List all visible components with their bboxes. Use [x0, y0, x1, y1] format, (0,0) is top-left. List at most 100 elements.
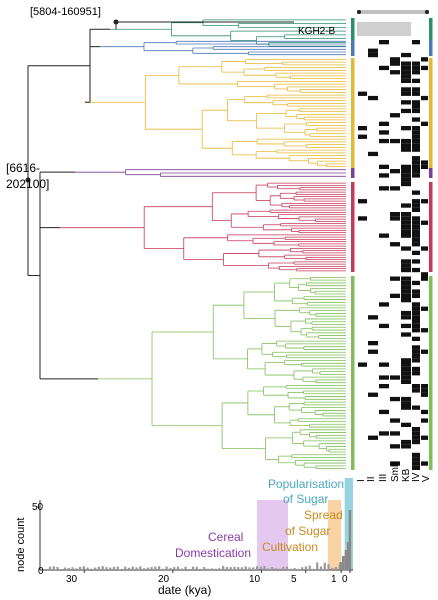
matrix-cell: [421, 95, 428, 101]
clade-bar-right-3: [429, 168, 433, 178]
node-count-histogram: [37, 478, 353, 573]
hist-bar: [274, 568, 277, 570]
clade-bar-1: [351, 40, 355, 56]
matrix-cell: [412, 160, 420, 165]
cereal-label-2: Domestication: [175, 546, 251, 560]
hist-bar: [165, 566, 168, 570]
matrix-cell: [390, 138, 400, 144]
hist-bar: [52, 566, 55, 570]
tree-clade-2: [85, 58, 346, 168]
clade-bar-right-2: [429, 58, 433, 168]
matrix-grey-block: [357, 22, 411, 36]
hist-bar: [263, 566, 266, 570]
hist-bar: [67, 567, 70, 570]
hist-bar: [109, 567, 112, 570]
matrix-cell: [401, 263, 411, 268]
hist-bar: [344, 550, 348, 570]
matrix-cell: [401, 65, 411, 71]
hist-bar: [48, 566, 52, 570]
cereal-period: [257, 500, 288, 570]
hist-bar: [206, 568, 210, 570]
matrix-cell: [368, 52, 378, 58]
hist-bar: [278, 568, 281, 570]
matrix-cell: [401, 310, 411, 316]
matrix-cell: [368, 95, 378, 101]
matrix-cell: [412, 164, 420, 169]
matrix-cell: [379, 302, 389, 307]
hist-bar: [78, 566, 82, 570]
matrix-cell: [412, 156, 420, 161]
matrix-cell: [401, 298, 411, 303]
hist-bar: [180, 568, 183, 570]
matrix-cell: [358, 199, 367, 204]
matrix-cell: [390, 375, 400, 380]
matrix-cell: [401, 293, 411, 298]
hist-bar: [334, 566, 338, 570]
matrix-cell: [358, 216, 367, 221]
matrix-cell: [379, 164, 389, 169]
hist-bar: [97, 566, 100, 570]
matrix-cell: [368, 48, 378, 53]
leaf-label: KGH2-B: [298, 26, 336, 37]
hist-bar: [252, 567, 255, 570]
matrix-cell: [401, 126, 411, 131]
hist-bar: [188, 568, 191, 570]
hist-bar: [71, 567, 74, 570]
matrix-cell: [421, 328, 428, 333]
matrix-cell: [412, 366, 420, 372]
matrix-cell: [412, 405, 420, 410]
matrix-cell: [412, 280, 420, 286]
matrix-cell: [390, 216, 400, 221]
hist-bar: [56, 567, 59, 570]
matrix-cell: [421, 461, 428, 466]
matrix-cell: [421, 121, 428, 126]
matrix-cell: [401, 362, 411, 367]
matrix-cell: [412, 293, 420, 298]
hist-bar: [244, 566, 247, 570]
clade-bar-right-4: [429, 182, 433, 272]
matrix-cell: [401, 147, 411, 152]
matrix-cell: [390, 70, 400, 75]
matrix-cell: [379, 40, 389, 45]
hist-bar: [94, 567, 97, 570]
root-node-marker: [25, 177, 31, 183]
hist-bar: [131, 566, 134, 570]
sugar-pop-label-2: of Sugar: [283, 492, 328, 506]
matrix-cell: [401, 216, 411, 221]
sugar-pop-label-1: Popularisation: [268, 477, 344, 491]
matrix-cell: [412, 349, 420, 354]
matrix-cell: [401, 315, 411, 320]
matrix-cell: [368, 392, 378, 397]
matrix-cell: [412, 233, 420, 238]
hist-bar: [90, 568, 93, 570]
column-label-iii: III: [378, 474, 389, 482]
matrix-cell: [412, 229, 420, 234]
matrix-cell: [421, 199, 428, 204]
hist-bar: [259, 566, 262, 570]
hist-bar: [240, 567, 244, 570]
matrix-cell: [379, 186, 389, 191]
matrix-cell: [412, 190, 420, 195]
hist-bar: [176, 566, 180, 570]
hist-bar: [225, 567, 228, 570]
matrix-header-dot-left: [357, 10, 361, 14]
hist-bar: [316, 562, 319, 570]
matrix-cell: [412, 452, 420, 458]
matrix-cell: [412, 130, 420, 135]
matrix-cell: [379, 323, 389, 329]
matrix-cell: [401, 259, 411, 264]
matrix-cell: [390, 431, 400, 436]
hist-bar: [112, 566, 116, 570]
matrix-cell: [412, 216, 420, 221]
column-label-ii: II: [366, 476, 377, 482]
y-tick-0: 0: [38, 566, 44, 577]
matrix-cell: [412, 435, 420, 440]
matrix-cell: [421, 418, 428, 423]
hist-bar: [342, 556, 345, 570]
matrix-cell: [358, 126, 367, 131]
matrix-cell: [401, 212, 411, 217]
matrix-cell: [412, 78, 420, 83]
matrix-cell: [390, 212, 400, 217]
matrix-cell: [401, 87, 411, 92]
hist-bar: [154, 566, 157, 570]
